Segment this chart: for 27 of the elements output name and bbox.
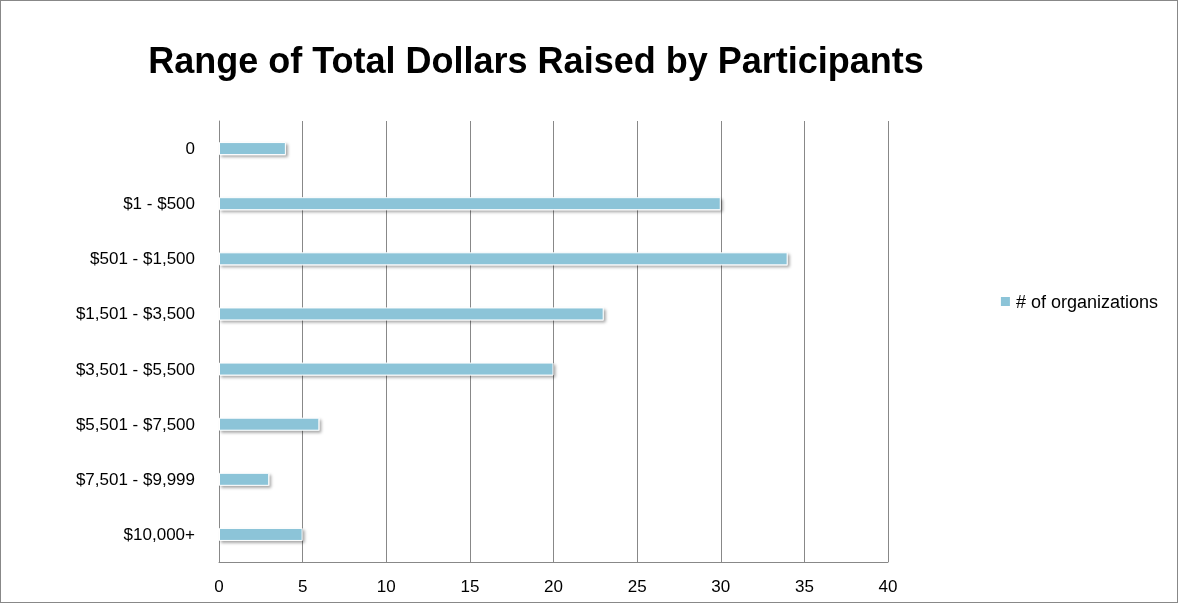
x-tick-label: 15 [460, 577, 480, 596]
y-tick-label: $5,501 - $7,500 [75, 414, 195, 434]
y-tick-label: $7,501 - $9,999 [75, 469, 195, 489]
x-tick-label: 30 [711, 577, 731, 596]
x-tick-label: 20 [544, 577, 563, 596]
y-tick-label: $10,000+ [123, 524, 196, 544]
bar [219, 527, 303, 541]
y-tick-label: $3,501 - $5,500 [75, 359, 195, 379]
bar [219, 252, 788, 266]
bar [219, 417, 320, 431]
bar [219, 307, 604, 321]
bar [219, 142, 286, 156]
x-tick-label: 40 [878, 577, 898, 596]
y-tick-label: $1 - $500 [123, 194, 195, 214]
chart-title: Range of Total Dollars Raised by Participants [148, 39, 924, 81]
x-tick-label: 10 [376, 577, 396, 596]
x-tick-label: 35 [794, 577, 814, 596]
legend-label: # of organizations [1015, 291, 1158, 312]
y-tick-label: $1,501 - $3,500 [75, 304, 195, 324]
bar [219, 362, 554, 376]
y-tick-label: 0 [185, 139, 195, 159]
x-tick-label: 5 [297, 577, 308, 596]
x-tick-label: 0 [214, 577, 224, 596]
bar [219, 197, 721, 211]
y-tick-label: $501 - $1,500 [90, 249, 195, 269]
bar [219, 472, 270, 486]
x-tick-label: 25 [627, 577, 647, 596]
